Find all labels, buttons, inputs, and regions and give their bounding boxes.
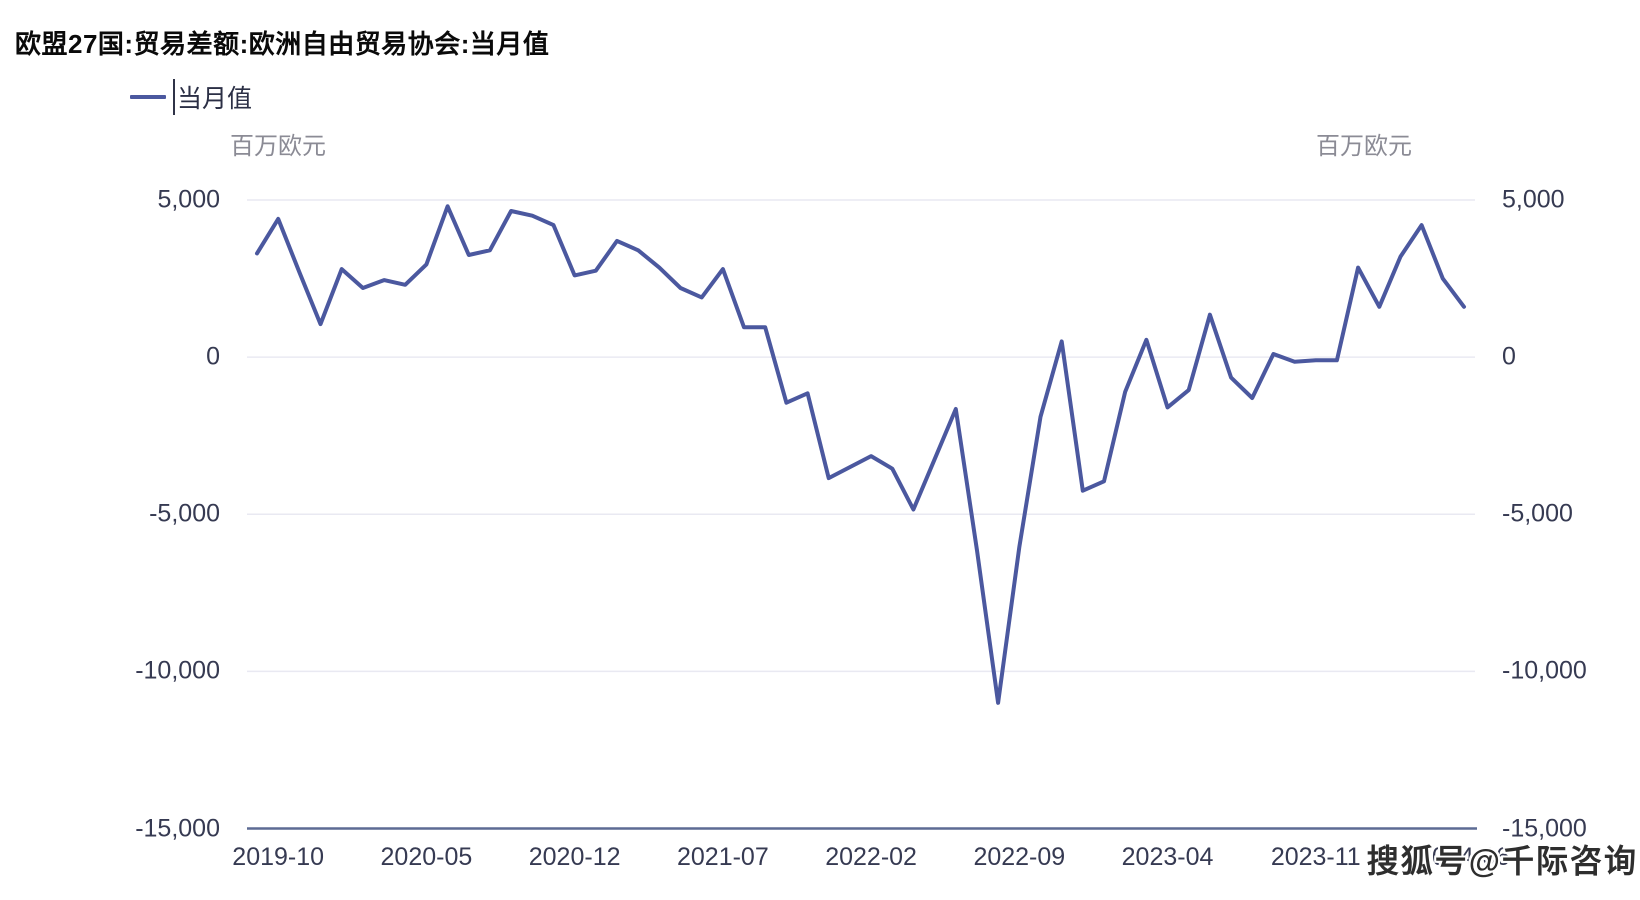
chart-title: 欧盟27国:贸易差额:欧洲自由贸易协会:当月值: [15, 29, 550, 59]
x-tick-label: 2020-05: [380, 843, 473, 871]
y-tick-label-left: -5,000: [149, 499, 220, 528]
y-tick-label-right: -5,000: [1502, 499, 1573, 528]
gridlines: [247, 199, 1475, 673]
x-tick-label: 2022-02: [825, 843, 917, 871]
legend-label: 当月值: [177, 85, 253, 113]
x-tick-label: 2023-11: [1270, 843, 1361, 871]
x-tick-label: 2023-04: [1121, 843, 1214, 871]
y-tick-label-right: 0: [1502, 342, 1516, 371]
y-tick-label-left: -15,000: [135, 814, 220, 842]
legend-caret: [173, 79, 175, 115]
x-tick-label: 2021-07: [676, 843, 769, 871]
x-tick-label: 2019-10: [232, 843, 325, 871]
y-tick-label-left: -10,000: [135, 656, 220, 685]
x-tick-label: 2024-06: [1418, 843, 1510, 871]
x-tick-label: 2020-12: [528, 843, 621, 871]
x-tick-label: 2022-09: [973, 843, 1066, 871]
y-tick-label-right: 5,000: [1502, 185, 1565, 214]
y-tick-label-left: 5,000: [157, 185, 220, 214]
watermark: 搜狐号@千际咨询: [1366, 843, 1638, 879]
series-line: [255, 204, 1466, 705]
y-axis-unit-left: 百万欧元: [230, 133, 326, 160]
legend-line-marker-icon: [130, 95, 166, 99]
y-tick-label-right: -10,000: [1502, 656, 1587, 685]
y-tick-label-left: 0: [206, 342, 220, 371]
legend[interactable]: 当月值: [130, 78, 252, 116]
y-tick-label-right: -15,000: [1502, 814, 1587, 842]
y-axis-unit-right: 百万欧元: [1316, 133, 1412, 160]
